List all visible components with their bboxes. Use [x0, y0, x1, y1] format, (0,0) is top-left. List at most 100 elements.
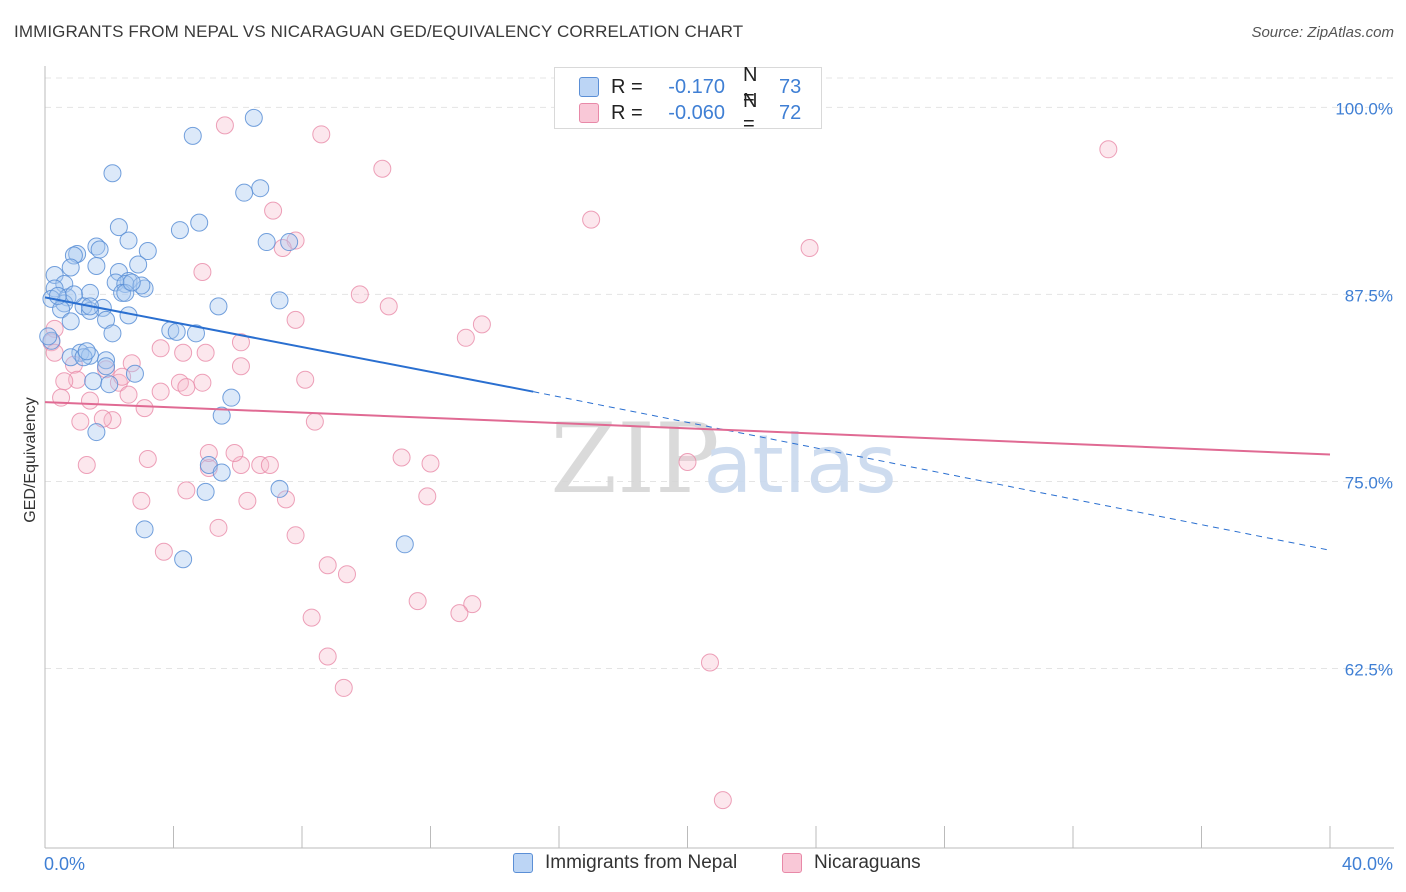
x-tick-label-max: 40.0%: [1342, 854, 1393, 874]
nicaraguans-point: [231, 357, 250, 376]
nicaraguans-point: [45, 319, 64, 338]
r-value: -0.170: [668, 75, 725, 98]
nepal-point: [109, 262, 128, 281]
n-value: 73: [779, 75, 802, 98]
nicaraguans-point: [463, 595, 482, 614]
nepal-point: [244, 108, 263, 127]
watermark: ZIP atlas: [550, 403, 896, 515]
nicaraguans-point: [170, 373, 189, 392]
nepal-point: [61, 312, 80, 331]
nicaraguans-point: [264, 201, 283, 220]
nepal-point: [87, 237, 106, 256]
nicaraguans-point: [174, 343, 193, 362]
nicaraguans-point: [418, 487, 437, 506]
n-value: 72: [779, 101, 802, 124]
nicaraguans-point: [582, 210, 601, 229]
nicaraguans-point: [209, 518, 228, 537]
nepal-point: [170, 221, 189, 240]
nicaraguans-point: [154, 542, 173, 561]
source-label: Source: ZipAtlas.com: [1251, 24, 1394, 41]
axes: [44, 66, 1394, 849]
nepal-point: [174, 550, 193, 569]
r-label: R =: [611, 101, 643, 124]
nicaraguans-point: [238, 491, 257, 510]
nepal-point: [135, 520, 154, 539]
nicaraguans-point: [678, 452, 697, 471]
nepal-point: [97, 357, 116, 376]
nepal-point: [270, 479, 289, 498]
nicaraguans-point: [302, 608, 321, 627]
nicaraguans-point: [196, 343, 215, 362]
y-tick-label: 87.5%: [1345, 286, 1393, 305]
nicaraguans-point: [276, 490, 295, 509]
y-axis-label: GED/Equivalency: [22, 397, 39, 522]
nepal-point: [395, 535, 414, 554]
nicaraguans-point: [450, 604, 469, 623]
nepal-point: [138, 242, 157, 261]
nepal-point: [186, 324, 205, 343]
nepal-point: [77, 342, 96, 361]
nepal-point: [74, 348, 93, 367]
nepal-point: [167, 322, 186, 341]
nepal-point: [270, 291, 289, 310]
nicaraguans-point: [151, 382, 170, 401]
nicaraguans-point: [392, 448, 411, 467]
grid-lines: [45, 77, 1394, 669]
stats-legend: R = -0.170 N = 73 R = -0.060 N = 72: [554, 64, 822, 135]
nepal-point: [64, 246, 83, 265]
nicaraguans-point: [260, 455, 279, 474]
nicaraguans-point: [312, 125, 331, 144]
x-tick-label-min: 0.0%: [44, 854, 85, 874]
y-tick-label: 100.0%: [1335, 99, 1393, 118]
nepal-point: [45, 265, 64, 284]
nicaraguans-point: [408, 592, 427, 611]
nepal-point: [64, 285, 83, 304]
tick-labels: 62.5% 75.0% 87.5% 100.0% 0.0% 40.0%: [44, 99, 1393, 874]
nicaraguans-point: [1099, 140, 1118, 159]
nicaraguans-point: [80, 391, 99, 410]
nicaraguans-point: [177, 481, 196, 500]
nepal-point: [235, 183, 254, 202]
nepal-point: [97, 351, 116, 370]
nicaraguans-point: [472, 315, 491, 334]
nepal-point: [84, 372, 103, 391]
nepal-trend-extension: [533, 391, 1331, 551]
nicaraguans-point: [215, 116, 234, 135]
nicaraguans-point: [296, 370, 315, 389]
nicaraguans-point: [318, 556, 337, 575]
nicaraguans-point: [177, 378, 196, 397]
legend-item-nicaraguans[interactable]: Nicaraguans: [782, 852, 921, 874]
nepal-point: [209, 297, 228, 316]
legend-item-nepal[interactable]: Immigrants from Nepal: [513, 852, 737, 874]
nepal-point: [119, 231, 138, 250]
nicaraguans-point: [700, 653, 719, 672]
r-value: -0.060: [668, 101, 725, 124]
n-label: N =: [743, 64, 758, 109]
nicaraguans-point: [334, 678, 353, 697]
nicaraguans-point: [286, 310, 305, 329]
nicaraguans-point: [231, 455, 250, 474]
nicaraguans-point: [373, 159, 392, 178]
nepal-trend-line: [44, 296, 534, 393]
nicaraguans-point: [151, 339, 170, 358]
nepal-legend-swatch: [513, 853, 533, 873]
nepal-point: [87, 256, 106, 275]
nepal-point: [39, 327, 58, 346]
nicaraguans-point: [55, 372, 74, 391]
nicaraguans-point: [193, 373, 212, 392]
nicaraguans-point: [132, 491, 151, 510]
nicaraguans-point: [135, 399, 154, 418]
nepal-point: [257, 233, 276, 252]
nicaraguans-point: [286, 526, 305, 545]
nicaraguans-point: [68, 370, 87, 389]
nepal-point: [132, 276, 151, 295]
nicaraguans-point: [456, 328, 475, 347]
nicaraguans-point: [337, 565, 356, 584]
nicaraguans-point: [225, 444, 244, 463]
nepal-point: [61, 348, 80, 367]
nicaraguans-point: [231, 333, 250, 352]
legend-label-nicaraguans: Nicaraguans: [814, 852, 921, 873]
nepal-point: [196, 482, 215, 501]
nicaraguans-point: [713, 791, 732, 810]
